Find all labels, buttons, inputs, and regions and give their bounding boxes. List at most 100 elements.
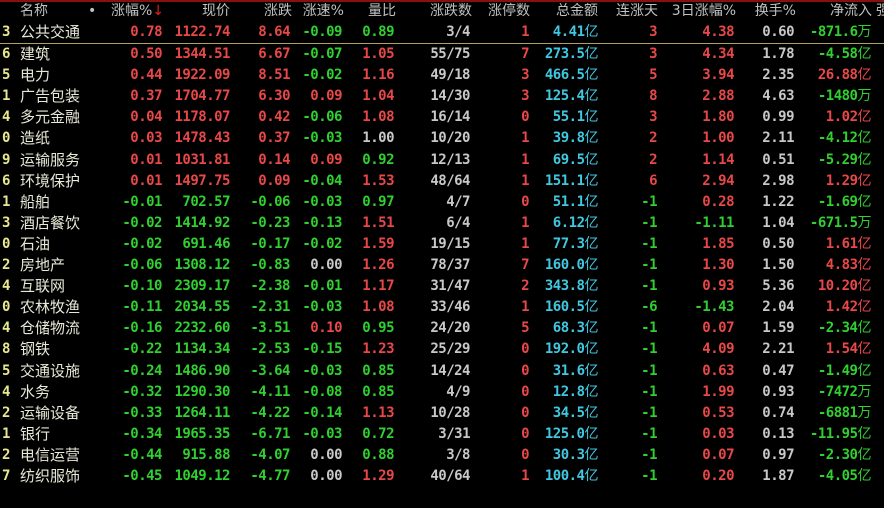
turnover-pct: 0.51 [735,150,794,171]
header-change[interactable]: 涨跌 [240,1,292,22]
limit-up-count-value: 0 [521,341,529,358]
table-row[interactable]: 0 造纸 0.03 1478.43 0.37 -0.03 1.00 10/20 1 39.8亿 2 1… [0,128,884,149]
limit-up-count-value: 1 [521,130,529,147]
table-row[interactable]: 2 房地产 -0.06 1308.12 -0.83 0.00 1.26 78/37 7 160.0… [0,255,884,276]
volume-ratio-value: 1.53 [362,172,394,189]
header-volume-ratio[interactable]: 量比 [340,1,396,22]
table-row[interactable]: 8 钢铁 -0.22 1134.34 -2.53 -0.15 1.23 25/29 0 192.0… [0,339,884,360]
header-total-amount[interactable]: 总金额 [530,1,598,22]
price: 1308.12 [160,255,230,276]
table-row[interactable]: 1 广告包装 0.37 1704.77 6.30 0.09 1.04 14/30 3 125.4亿… [0,86,884,107]
sector-name: 银行 [20,424,130,445]
header-turnover[interactable]: 换手% [730,1,796,22]
net-inflow-value: 1.54 [825,341,858,358]
table-row[interactable]: 0 农林牧渔 -0.11 2034.55 -2.31 -0.03 1.08 33/46 1 160… [0,297,884,318]
table-row[interactable]: 7 纺织服饰 -0.45 1049.12 -4.77 0.00 1.29 40/64 1 100.… [0,466,884,487]
sector-name: 造纸 [20,128,130,149]
table-row[interactable]: 4 多元金融 0.04 1178.07 0.42 -0.06 1.08 16/14 0 55.1亿… [0,107,884,128]
net-inflow: 1.61亿 [790,234,872,255]
table-row[interactable]: 5 交通设施 -0.24 1486.90 -3.64 -0.03 0.85 14/24 0 31.… [0,361,884,382]
unit-label: 亿 [857,446,872,463]
streak-days-value: -1 [641,446,657,463]
limit-up-count-value: 7 [521,257,529,273]
header-name[interactable]: 名称 [20,1,70,22]
price: 702.57 [160,192,230,213]
price: 1290.30 [160,382,230,403]
volume-ratio: 0.95 [336,318,394,339]
table-row[interactable]: 3 公共交通 0.78 1122.74 8.64 -0.09 0.89 3/4 1 4.41亿 3 4… [0,22,884,43]
up-down-count-value: 3/31 [438,425,470,442]
header-strength-cut[interactable]: 强 [876,1,884,22]
sector-name: 电信运营 [20,445,130,466]
price: 915.88 [160,445,230,466]
header-price[interactable]: 现价 [170,1,230,22]
streak-days-value: -1 [641,278,657,295]
table-row[interactable]: 5 电力 0.44 1922.09 8.51 -0.02 1.16 49/18 3 466.5亿 5… [0,65,884,86]
3day-change-value: 4.34 [702,46,734,62]
sector-name: 运输服务 [20,150,130,171]
row-index: 9 [2,150,14,171]
table-row[interactable]: 9 运输服务 0.01 1031.81 0.14 0.09 0.92 12/13 1 69.5亿 2… [0,150,884,171]
header-dot[interactable]: • [88,1,98,22]
header-change-pct[interactable]: 涨幅%↓ [104,1,164,22]
table-row[interactable]: 4 仓储物流 -0.16 2232.60 -3.51 0.10 0.95 24/20 5 68.3… [0,318,884,339]
net-inflow-value: -1480 [817,88,858,105]
sector-name-value: 交通设施 [20,361,81,380]
limit-up-count-value: 1 [521,235,529,252]
up-down-count-value: 33/46 [430,299,470,316]
price-value: 1922.09 [174,67,230,84]
table-row[interactable]: 1 银行 -0.34 1965.35 -6.71 -0.03 0.72 3/31 0 125.0亿… [0,424,884,445]
header-limit-up-count[interactable]: 涨停数 [470,1,530,22]
price: 1049.12 [160,466,230,487]
table-row[interactable]: 6 建筑 0.50 1344.51 6.67 -0.07 1.05 55/75 7 273.5亿 3… [0,44,884,65]
total-amount: 4.41亿 [520,22,599,43]
table-row[interactable]: 4 水务 -0.32 1290.30 -4.11 -0.08 0.85 4/9 0 12.8亿 -1… [0,382,884,403]
change-value: 8.51 [258,67,290,84]
turnover-pct: 1.59 [735,318,794,339]
volume-ratio: 0.97 [336,192,394,213]
3day-change: 2.94 [660,171,734,192]
table-row[interactable]: 4 互联网 -0.10 2309.17 -2.38 -0.01 1.17 31/47 2 343.… [0,276,884,297]
row-index: 3 [2,22,14,43]
unit-label: 万 [857,88,872,105]
price-value: 2309.17 [174,278,230,295]
3day-change: 0.53 [660,403,734,424]
total-amount: 466.5亿 [520,65,599,86]
change: 0.42 [230,107,290,128]
header-3day-change[interactable]: 3日涨幅% [640,1,736,22]
speed-pct-value: -0.06 [302,109,342,126]
table-row[interactable]: 1 船舶 -0.01 702.57 -0.06 -0.03 0.97 4/7 0 51.1亿 -1 0… [0,192,884,213]
3day-change-value: 4.09 [702,341,734,358]
table-row[interactable]: 2 电信运营 -0.44 915.88 -4.07 0.00 0.88 3/8 0 30.3亿 -1… [0,445,884,466]
table-row[interactable]: 0 石油 -0.02 691.46 -0.17 -0.02 1.59 19/15 1 77.3亿 -… [0,234,884,255]
header-streak-days[interactable]: 连涨天 [590,1,658,22]
up-down-count-value: 55/75 [430,46,470,62]
header-net-inflow[interactable]: 净流入 [800,1,872,22]
up-down-count: 12/13 [400,150,470,171]
unit-label: 亿 [857,425,872,442]
streak-days-value: 3 [649,24,657,40]
selected-row-underline [0,43,884,44]
table-row[interactable]: 3 酒店餐饮 -0.02 1414.92 -0.23 -0.13 1.51 6/4 1 6.12亿… [0,213,884,234]
change: 8.64 [230,22,290,43]
table-row[interactable]: 6 环境保护 0.01 1497.75 0.09 -0.04 1.53 48/64 1 151.1… [0,171,884,192]
unit-label: 亿 [584,214,599,231]
change-pct: -0.24 [100,361,162,382]
change-pct: 0.78 [100,22,162,43]
turnover-pct-value: 1.50 [762,257,794,273]
unit-label: 亿 [584,404,599,421]
row-index: 7 [2,466,14,487]
header-up-down-count[interactable]: 涨跌数 [410,1,472,22]
row-index: 4 [2,276,14,297]
change-pct: 0.37 [100,86,162,107]
change-pct-value: -0.33 [122,404,162,421]
limit-up-count-value: 1 [521,214,529,231]
sort-desc-icon[interactable]: ↓ [152,3,164,19]
turnover-pct-value: 2.11 [762,130,794,147]
net-inflow: 1.02亿 [790,107,872,128]
turnover-pct: 0.74 [735,403,794,424]
table-row[interactable]: 2 运输设备 -0.33 1264.11 -4.22 -0.14 1.13 10/28 0 34.… [0,403,884,424]
header-speed[interactable]: 涨速% [292,1,344,22]
turnover-pct: 2.98 [735,171,794,192]
change-pct-value: -0.32 [122,383,162,400]
